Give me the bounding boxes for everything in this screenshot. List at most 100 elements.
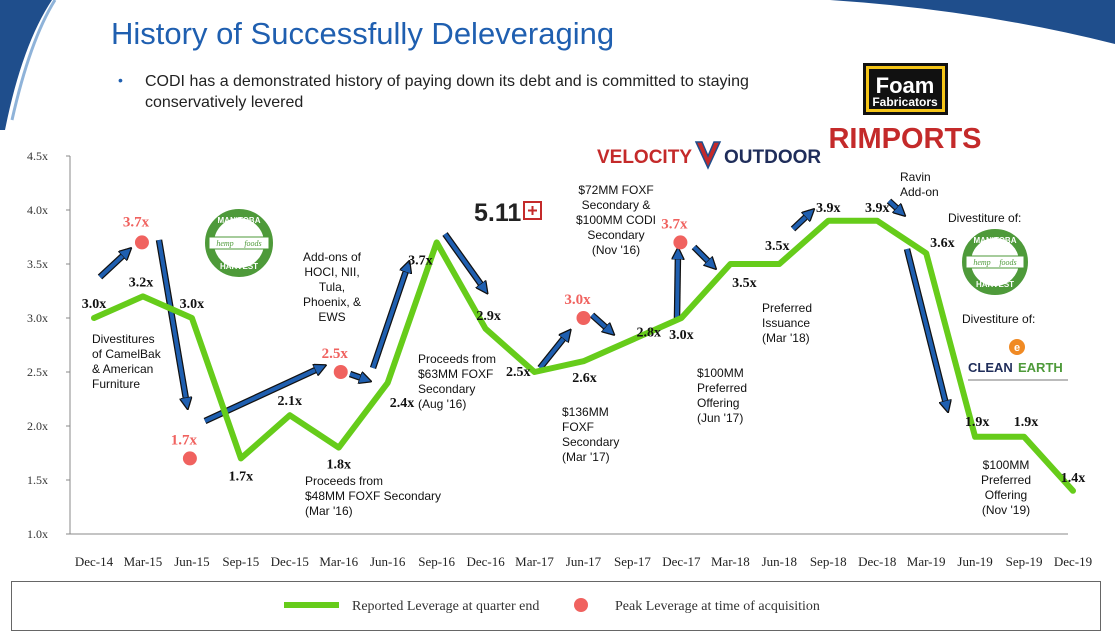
value-label: 3.7x: [408, 253, 433, 268]
x-tick-label: Dec-18: [858, 554, 896, 569]
legend: Reported Leverage at quarter end Peak Le…: [284, 598, 820, 614]
series-line-reported-leverage: [91, 217, 1076, 494]
flow-arrow: [98, 251, 128, 279]
x-tick-label: Jun-15: [174, 554, 209, 569]
value-label: 3.5x: [765, 239, 790, 254]
svg-text:hemp: hemp: [216, 239, 233, 248]
peak-dot: [673, 235, 688, 250]
legend-line-label: Reported Leverage at quarter end: [352, 599, 539, 614]
svg-text:MANITOBA: MANITOBA: [218, 216, 261, 225]
value-label: 2.4x: [390, 396, 415, 411]
svg-text:OUTDOOR: OUTDOOR: [724, 147, 821, 168]
svg-text:Foam: Foam: [876, 73, 935, 98]
value-label: 2.8x: [636, 326, 661, 341]
annotation-text: $136MM FOXF Secondary (Mar '17): [562, 405, 619, 464]
value-label: 3.9x: [865, 201, 890, 216]
peak-label: 3.0x: [564, 292, 591, 308]
value-label: 2.9x: [476, 309, 501, 324]
value-label: 3.0x: [669, 328, 694, 343]
flow-arrow: [443, 232, 485, 290]
y-tick-label: 4.5x: [27, 149, 48, 163]
svg-text:e: e: [1014, 342, 1020, 354]
svg-text:HARVEST: HARVEST: [976, 280, 1014, 289]
x-tick-label: Jun-17: [566, 554, 602, 569]
svg-text:EARTH: EARTH: [1018, 360, 1063, 375]
annotation-text: $100MM Preferred Offering (Nov '19): [981, 458, 1031, 517]
flow-arrow: [590, 313, 611, 332]
annotation-text: Divestiture of:: [962, 312, 1035, 326]
annotation-text: $100MM Preferred Offering (Jun '17): [697, 366, 747, 425]
flow-arrow: [538, 333, 568, 370]
value-label: 1.9x: [1014, 415, 1039, 430]
svg-text:foods: foods: [244, 239, 261, 248]
peak-label: 1.7x: [171, 432, 198, 448]
y-tick-label: 3.0x: [27, 311, 48, 325]
clean-earth-logo: e CLEAN EARTH: [968, 339, 1068, 381]
svg-text:MANITOBA: MANITOBA: [974, 236, 1017, 245]
value-label: 3.0x: [180, 297, 205, 312]
flow-arrow: [349, 374, 367, 380]
flow-arrow: [905, 248, 947, 408]
svg-text:5.11: 5.11: [474, 199, 521, 227]
value-label: 1.7x: [229, 469, 254, 484]
flow-arrow: [157, 239, 187, 405]
annotation-text: Proceeds from $63MM FOXF Secondary (Aug '16…: [418, 352, 496, 411]
value-label: 2.5x: [506, 365, 531, 380]
value-label: 3.9x: [816, 201, 841, 216]
y-tick-label: 2.0x: [27, 419, 48, 433]
y-tick-label: 4.0x: [27, 203, 48, 217]
velocity-outdoor-logo: VELOCITY OUTDOOR: [597, 141, 821, 170]
annotation-text: Proceeds from $48MM FOXF Secondary (Mar '1…: [305, 474, 441, 518]
peak-dot: [182, 451, 197, 466]
x-tick-label: Dec-15: [271, 554, 309, 569]
page-title: History of Successfully Deleveraging: [111, 16, 615, 51]
x-tick-label: Mar-18: [711, 554, 750, 569]
peak-label: 3.7x: [661, 216, 688, 232]
flow-arrow: [791, 212, 811, 231]
flow-arrow: [692, 245, 713, 266]
annotation-text: Add-ons of HOCI, NII, Tula, Phoenix, & EWS: [303, 250, 362, 324]
annotation-text: Preferred Issuance (Mar '18): [762, 301, 812, 345]
five-eleven-logo: 5.11: [474, 199, 542, 227]
x-tick-label: Jun-18: [762, 554, 797, 569]
x-tick-label: Dec-16: [466, 554, 505, 569]
peak-label: 2.5x: [322, 346, 349, 362]
svg-text:hemp: hemp: [973, 258, 990, 267]
x-tick-label: Jun-16: [370, 554, 406, 569]
x-tick-label: Sep-19: [1006, 554, 1043, 569]
annotation-text: Ravin Add-on: [900, 170, 939, 199]
y-tick-label: 1.5x: [27, 473, 48, 487]
foam-fabricators-logo: Foam Fabricators: [863, 63, 948, 115]
value-label: 2.6x: [572, 371, 597, 386]
x-tick-label: Dec-19: [1054, 554, 1092, 569]
annotation-text: $72MM FOXF Secondary & $100MM CODI Secondar…: [576, 183, 656, 257]
value-label: 3.0x: [82, 297, 107, 312]
y-tick-label: 2.5x: [27, 365, 48, 379]
bullet-text: CODI has a demonstrated history of payin…: [145, 73, 749, 111]
svg-text:Fabricators: Fabricators: [872, 95, 938, 109]
x-tick-label: Mar-19: [907, 554, 946, 569]
peak-dot: [333, 365, 348, 379]
svg-text:HARVEST: HARVEST: [220, 262, 258, 271]
value-label: 3.2x: [129, 275, 154, 290]
legend-box: Reported Leverage at quarter end Peak Le…: [11, 581, 1101, 631]
manitoba-harvest-logo: MANITOBA HARVEST hemp foods: [205, 209, 273, 277]
x-tick-label: Mar-16: [319, 554, 358, 569]
svg-text:VELOCITY: VELOCITY: [597, 147, 692, 168]
annotation-text: Divestiture of:: [948, 211, 1021, 225]
peak-dot: [576, 311, 591, 325]
x-tick-label: Sep-18: [810, 554, 847, 569]
annotation-text: Divestitures of CamelBak & American Furnitu…: [92, 332, 162, 391]
value-label: 2.1x: [278, 394, 303, 409]
y-tick-label: 3.5x: [27, 257, 48, 271]
svg-text:foods: foods: [999, 258, 1016, 267]
value-label: 1.4x: [1061, 471, 1086, 486]
svg-text:CLEAN: CLEAN: [968, 360, 1013, 375]
bullet-marker: •: [118, 72, 123, 88]
legend-dot-swatch: [574, 598, 588, 612]
flow-arrow: [677, 252, 678, 319]
value-label: 1.8x: [327, 458, 352, 473]
x-tick-label: Sep-16: [418, 554, 455, 569]
